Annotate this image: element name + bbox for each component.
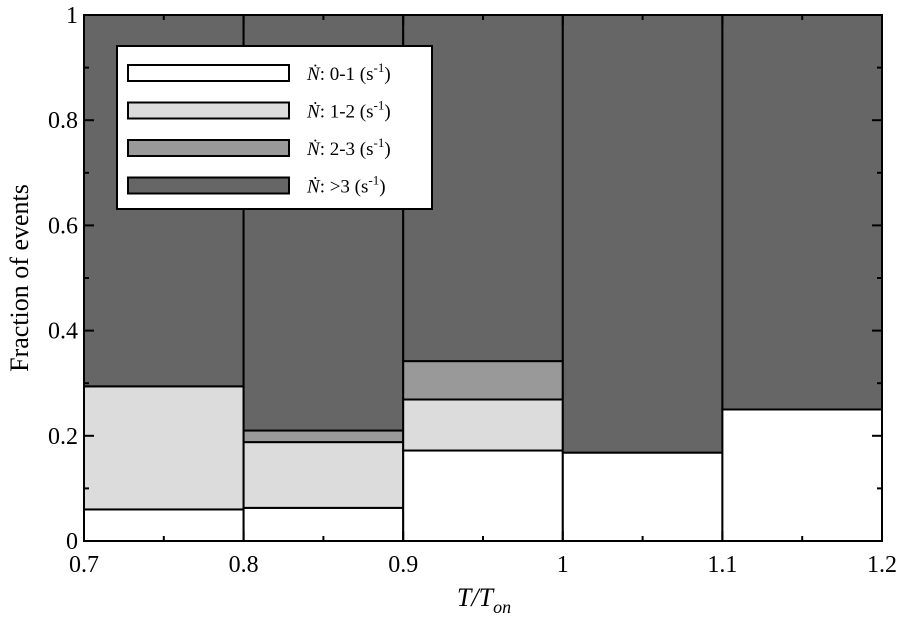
bar-segment-1-series-2 xyxy=(84,386,244,509)
legend-exponent: -1 xyxy=(374,135,385,150)
legend-exponent: -1 xyxy=(374,60,385,75)
legend-exponent: -1 xyxy=(374,98,385,113)
y-tick-label: 0.8 xyxy=(48,108,78,134)
bar-segment-4-series-4 xyxy=(563,15,723,453)
bar-segment-5-series-1 xyxy=(722,410,882,542)
legend-close: ) xyxy=(384,102,390,123)
legend-close: ) xyxy=(384,64,390,85)
legend-exponent: -1 xyxy=(368,173,379,188)
bar-segment-3-series-2 xyxy=(403,400,563,451)
legend-range: : 1-2 (s xyxy=(320,102,374,123)
bar-segment-5-series-4 xyxy=(722,15,882,410)
y-tick-label: 0.2 xyxy=(48,424,78,450)
y-tick-label: 1 xyxy=(66,3,78,29)
legend-swatch xyxy=(128,140,289,156)
legend-range: : 2-3 (s xyxy=(320,139,374,160)
legend-range: : >3 (s xyxy=(320,177,369,198)
bar-segment-4-series-1 xyxy=(563,453,723,541)
x-tick-label: 0.7 xyxy=(69,552,99,578)
bar-segment-2-series-2 xyxy=(244,442,404,508)
x-tick-label: 0.8 xyxy=(229,552,259,578)
x-axis-label-sub: on xyxy=(493,597,511,617)
y-tick-label: 0.4 xyxy=(48,319,78,345)
x-axis-label-main: T/T xyxy=(457,583,495,612)
bar-segment-3-series-1 xyxy=(403,451,563,541)
y-tick-label: 0.6 xyxy=(48,213,78,239)
legend-close: ) xyxy=(384,139,390,160)
legend-range: : 0-1 (s xyxy=(320,64,374,85)
x-tick-label: 1.1 xyxy=(707,552,737,578)
bar-segment-3-series-3 xyxy=(403,361,563,399)
x-tick-label: 1.2 xyxy=(867,552,897,578)
y-axis-label: Fraction of events xyxy=(5,184,34,372)
legend-swatch xyxy=(128,65,289,81)
x-tick-label: 0.9 xyxy=(388,552,418,578)
legend-swatch xyxy=(128,103,289,119)
legend-close: ) xyxy=(379,177,385,198)
legend: Ṅ: 0-1 (s-1)Ṅ: 1-2 (s-1)Ṅ: 2-3 (s-1)Ṅ: >… xyxy=(117,46,432,209)
bar-segment-2-series-3 xyxy=(244,431,404,443)
x-tick-label: 1 xyxy=(557,552,569,578)
legend-swatch xyxy=(128,178,289,194)
x-axis-label: T/Ton xyxy=(457,583,511,617)
y-tick-label: 0 xyxy=(66,529,78,555)
